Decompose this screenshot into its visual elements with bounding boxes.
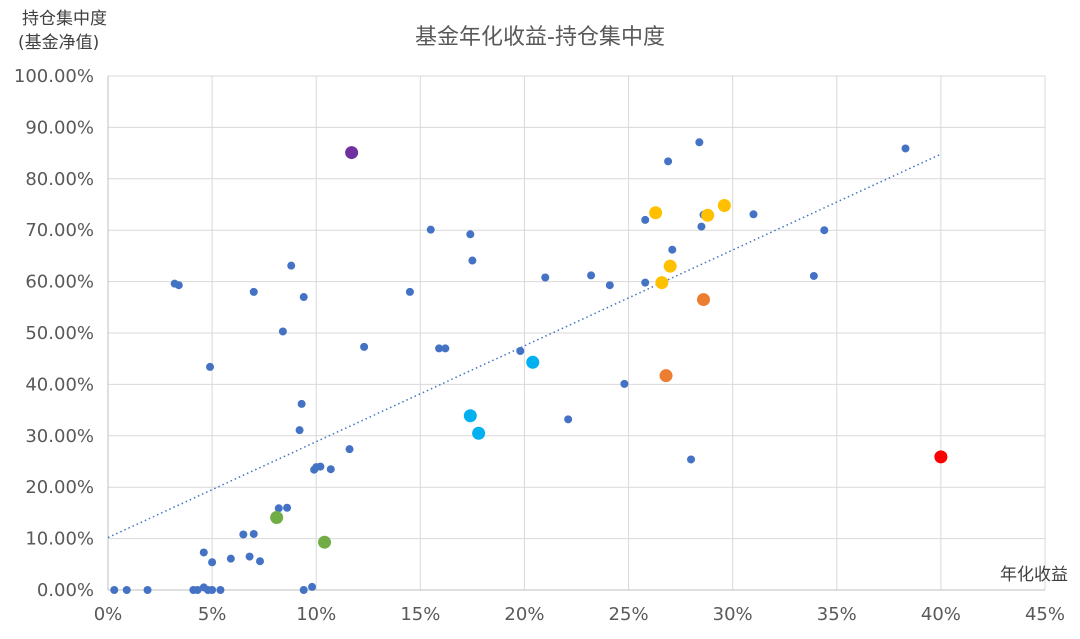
data-point — [295, 426, 304, 435]
data-point — [463, 409, 477, 423]
data-point — [174, 281, 183, 290]
data-point — [466, 230, 475, 239]
x-tick-label: 0% — [94, 604, 123, 625]
data-point — [256, 557, 265, 566]
y-tick-label: 70.00% — [25, 220, 94, 241]
x-axis-label: 年化收益 — [1000, 565, 1068, 585]
y-axis-label-line2: (基金净值) — [18, 33, 99, 53]
data-point — [668, 245, 677, 254]
data-point — [655, 276, 669, 290]
data-point — [663, 259, 677, 273]
data-point — [641, 278, 650, 287]
data-point — [199, 548, 208, 557]
data-point — [208, 558, 217, 567]
data-point — [587, 271, 596, 280]
x-tick-label: 20% — [504, 604, 544, 625]
data-point — [526, 355, 540, 369]
data-point — [809, 271, 818, 280]
x-tick-label: 10% — [296, 604, 336, 625]
data-point — [226, 554, 235, 563]
data-point — [216, 586, 225, 594]
data-points — [110, 138, 948, 594]
data-point — [122, 586, 131, 594]
data-point — [541, 273, 550, 282]
data-point — [316, 462, 325, 471]
x-tick-label: 30% — [713, 604, 753, 625]
data-point — [299, 586, 308, 594]
data-point — [435, 344, 444, 353]
data-point — [208, 586, 217, 594]
data-point — [245, 552, 254, 561]
data-point — [193, 586, 202, 594]
data-point — [326, 465, 335, 474]
data-point — [143, 586, 152, 594]
data-point — [278, 327, 287, 336]
data-point — [641, 215, 650, 224]
data-point — [701, 208, 715, 222]
data-point — [605, 281, 614, 290]
data-point — [901, 144, 910, 153]
data-point — [695, 138, 704, 147]
data-point — [360, 342, 369, 351]
data-point — [697, 222, 706, 231]
chart-title: 基金年化收益-持仓集中度 — [415, 25, 665, 50]
data-point — [659, 369, 673, 383]
data-point — [270, 511, 284, 525]
data-point — [297, 399, 306, 408]
data-point — [405, 287, 414, 296]
data-point — [516, 346, 525, 355]
data-point — [308, 582, 317, 591]
tick-labels: 0.00% 10.00% 20.00% 30.00% 40.00% 50.00% 60.00… — [14, 66, 1065, 625]
y-axis-label-line1: 持仓集中度 — [22, 9, 107, 29]
data-point — [620, 379, 629, 388]
data-point — [345, 146, 359, 160]
data-point — [345, 445, 354, 454]
data-point — [110, 586, 119, 594]
y-tick-label: 50.00% — [25, 323, 94, 344]
gridlines — [108, 75, 1046, 590]
y-tick-label: 40.00% — [25, 374, 94, 395]
data-point — [274, 504, 283, 513]
x-tick-label: 40% — [921, 604, 961, 625]
data-point — [299, 293, 308, 302]
data-point — [564, 415, 573, 424]
x-tick-label: 5% — [198, 604, 227, 625]
y-tick-label: 20.00% — [25, 477, 94, 498]
data-point — [287, 261, 296, 270]
data-point — [472, 426, 486, 440]
x-tick-label: 15% — [400, 604, 440, 625]
data-point — [749, 210, 758, 219]
axes — [107, 76, 1045, 591]
data-point — [820, 226, 829, 235]
y-tick-label: 0.00% — [37, 580, 94, 601]
y-tick-label: 60.00% — [25, 272, 94, 293]
data-point — [206, 362, 215, 371]
x-tick-label: 35% — [817, 604, 857, 625]
data-point — [426, 225, 435, 234]
data-point — [239, 530, 248, 539]
y-tick-label: 10.00% — [25, 529, 94, 550]
y-tick-label: 30.00% — [25, 426, 94, 447]
y-tick-label: 90.00% — [25, 117, 94, 138]
data-point — [468, 256, 477, 265]
data-point — [687, 455, 696, 464]
data-point — [649, 206, 663, 220]
x-tick-label: 25% — [609, 604, 649, 625]
data-point — [318, 535, 332, 549]
y-tick-label: 100.00% — [14, 66, 94, 87]
data-point — [249, 529, 258, 538]
data-point — [441, 344, 450, 353]
data-point — [249, 287, 258, 296]
data-point — [283, 503, 292, 512]
data-point — [697, 293, 711, 307]
x-tick-label: 45% — [1025, 604, 1065, 625]
data-point — [664, 157, 673, 166]
data-point — [934, 450, 948, 464]
y-tick-label: 80.00% — [25, 169, 94, 190]
data-point — [717, 199, 731, 213]
